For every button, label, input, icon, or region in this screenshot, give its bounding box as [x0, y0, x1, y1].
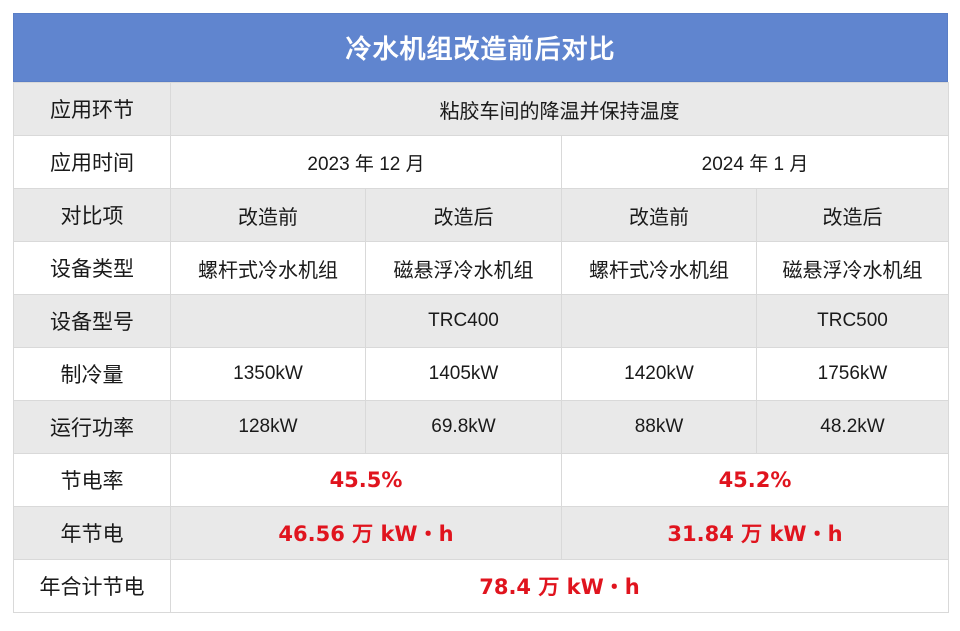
row-label: 年合计节电 — [13, 559, 171, 613]
application-value: 粘胶车间的降温并保持温度 — [170, 82, 949, 136]
cell-p2-after: 改造后 — [756, 188, 949, 242]
row-label: 对比项 — [13, 188, 171, 242]
cell-p1-before: 螺杆式冷水机组 — [170, 241, 366, 295]
comparison-table-container: 冷水机组改造前后对比 应用环节 粘胶车间的降温并保持温度 应用时间 2023 年… — [13, 13, 949, 613]
table-row-compare: 对比项 改造前 改造后 改造前 改造后 — [13, 188, 949, 242]
period1-saving-rate: 45.5% — [170, 453, 562, 507]
cell-p2-after: TRC500 — [756, 294, 949, 348]
total-annual-saving-value: 78.4 万 kW・h — [170, 559, 949, 613]
table-row-annual-saving: 年节电 46.56 万 kW・h 31.84 万 kW・h — [13, 506, 949, 560]
cell-p1-after: TRC400 — [365, 294, 562, 348]
cell-p2-after: 1756kW — [756, 347, 949, 401]
row-label: 年节电 — [13, 506, 171, 560]
cell-p1-after: 1405kW — [365, 347, 562, 401]
cell-p1-after: 改造后 — [365, 188, 562, 242]
cell-p2-before: 螺杆式冷水机组 — [561, 241, 757, 295]
cell-p1-after: 磁悬浮冷水机组 — [365, 241, 562, 295]
table-row-operating-power: 运行功率 128kW 69.8kW 88kW 48.2kW — [13, 400, 949, 454]
cell-p1-before: 改造前 — [170, 188, 366, 242]
period1-time: 2023 年 12 月 — [170, 135, 562, 189]
table-row-saving-rate: 节电率 45.5% 45.2% — [13, 453, 949, 507]
table-row-application: 应用环节 粘胶车间的降温并保持温度 — [13, 82, 949, 136]
table-row-equipment-type: 设备类型 螺杆式冷水机组 磁悬浮冷水机组 螺杆式冷水机组 磁悬浮冷水机组 — [13, 241, 949, 295]
row-label: 应用环节 — [13, 82, 171, 136]
row-label: 制冷量 — [13, 347, 171, 401]
period1-annual-saving: 46.56 万 kW・h — [170, 506, 562, 560]
table-row-model: 设备型号 TRC400 TRC500 — [13, 294, 949, 348]
row-label: 节电率 — [13, 453, 171, 507]
cell-p1-before: 1350kW — [170, 347, 366, 401]
period2-time: 2024 年 1 月 — [561, 135, 949, 189]
table-row-cooling-capacity: 制冷量 1350kW 1405kW 1420kW 1756kW — [13, 347, 949, 401]
cell-p2-before: 88kW — [561, 400, 757, 454]
row-label: 设备类型 — [13, 241, 171, 295]
period2-annual-saving: 31.84 万 kW・h — [561, 506, 949, 560]
row-label: 运行功率 — [13, 400, 171, 454]
comparison-table: 应用环节 粘胶车间的降温并保持温度 应用时间 2023 年 12 月 2024 … — [13, 82, 949, 613]
period2-saving-rate: 45.2% — [561, 453, 949, 507]
cell-p2-before: 改造前 — [561, 188, 757, 242]
cell-p2-after: 磁悬浮冷水机组 — [756, 241, 949, 295]
table-title: 冷水机组改造前后对比 — [13, 13, 948, 82]
cell-p1-before — [170, 294, 366, 348]
cell-p1-before: 128kW — [170, 400, 366, 454]
table-row-time: 应用时间 2023 年 12 月 2024 年 1 月 — [13, 135, 949, 189]
cell-p2-after: 48.2kW — [756, 400, 949, 454]
cell-p2-before: 1420kW — [561, 347, 757, 401]
row-label: 设备型号 — [13, 294, 171, 348]
row-label: 应用时间 — [13, 135, 171, 189]
cell-p1-after: 69.8kW — [365, 400, 562, 454]
cell-p2-before — [561, 294, 757, 348]
table-row-total-annual-saving: 年合计节电 78.4 万 kW・h — [13, 559, 949, 613]
